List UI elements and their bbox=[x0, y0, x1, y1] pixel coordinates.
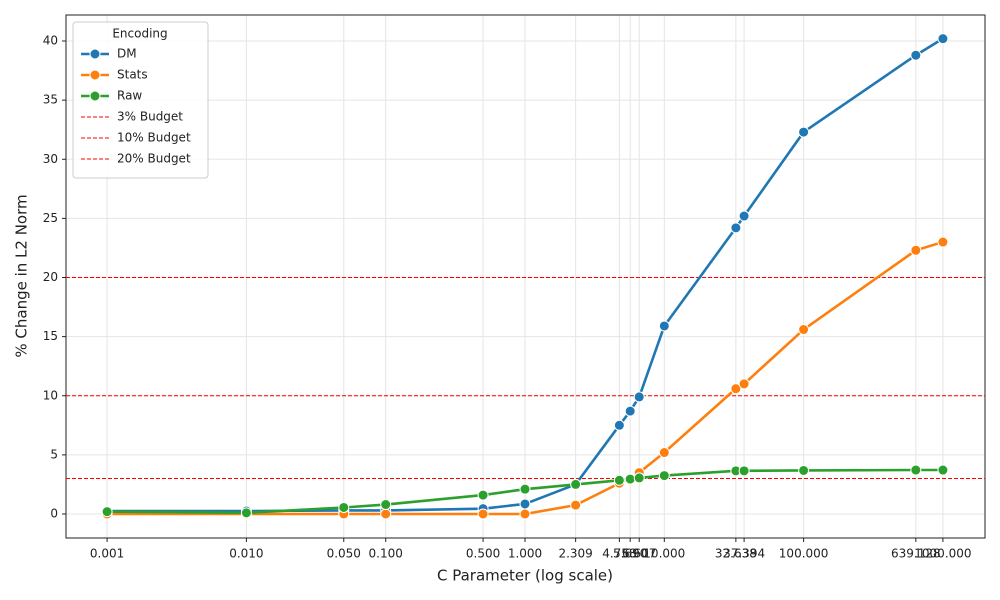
point bbox=[658, 470, 670, 482]
point bbox=[730, 222, 742, 234]
series-line bbox=[107, 37, 944, 513]
x-tick-label: 0.500 bbox=[466, 547, 500, 561]
point bbox=[519, 498, 531, 510]
x-tick-label: 0.100 bbox=[369, 547, 403, 561]
point bbox=[633, 391, 645, 403]
point bbox=[798, 324, 810, 336]
y-tick-label: 35 bbox=[43, 93, 58, 107]
y-tick-label: 10 bbox=[43, 388, 58, 402]
point bbox=[937, 236, 949, 248]
point bbox=[624, 473, 636, 485]
x-tick-label: 2.309 bbox=[558, 547, 592, 561]
point bbox=[477, 508, 489, 520]
point bbox=[730, 383, 742, 395]
x-tick-label: 0.001 bbox=[90, 547, 124, 561]
point bbox=[613, 474, 625, 486]
x-axis-title: C Parameter (log scale) bbox=[437, 567, 613, 585]
x-tick-label: 639.128 bbox=[891, 547, 941, 561]
point bbox=[240, 507, 252, 519]
point bbox=[937, 464, 949, 476]
point bbox=[658, 320, 670, 332]
x-tick-label: 0.010 bbox=[229, 547, 263, 561]
legend-label: 10% Budget bbox=[117, 131, 191, 145]
y-axis-title: % Change in L2 Norm bbox=[13, 194, 31, 357]
point bbox=[519, 483, 531, 495]
point bbox=[910, 244, 922, 256]
legend-marker bbox=[89, 90, 101, 102]
point bbox=[519, 508, 531, 520]
point bbox=[937, 33, 949, 45]
point bbox=[738, 465, 750, 477]
point bbox=[910, 49, 922, 61]
point bbox=[338, 501, 350, 513]
x-tick-label: 1.000 bbox=[508, 547, 542, 561]
x-tick-label: 0.050 bbox=[327, 547, 361, 561]
x-tick-label: 100.000 bbox=[779, 547, 829, 561]
legend-box bbox=[72, 21, 209, 179]
point bbox=[798, 464, 810, 476]
legend-marker bbox=[89, 48, 101, 60]
legend-title: Encoding bbox=[112, 27, 167, 41]
legend-marker bbox=[89, 69, 101, 81]
y-tick-label: 40 bbox=[43, 34, 58, 48]
legend-label: 20% Budget bbox=[117, 152, 191, 166]
point bbox=[570, 499, 582, 511]
y-tick-label: 5 bbox=[50, 447, 58, 461]
y-tick-label: 20 bbox=[43, 270, 58, 284]
point bbox=[380, 508, 392, 520]
legend-label: 3% Budget bbox=[117, 110, 183, 124]
point bbox=[380, 499, 392, 511]
x-tick-label: 37.394 bbox=[723, 547, 765, 561]
point bbox=[738, 210, 750, 222]
x-tick-label: 4.758 bbox=[602, 547, 636, 561]
x-tick-label: 10.000 bbox=[643, 547, 685, 561]
point bbox=[910, 464, 922, 476]
plot-frame bbox=[65, 14, 986, 539]
y-tick-label: 0 bbox=[50, 506, 58, 520]
y-tick-label: 25 bbox=[43, 211, 58, 225]
point bbox=[477, 489, 489, 501]
point bbox=[738, 378, 750, 390]
point bbox=[798, 126, 810, 138]
x-tick-label: 5.690 bbox=[613, 547, 647, 561]
x-tick-label: 6.607 bbox=[622, 547, 656, 561]
x-tick-label: 32.638 bbox=[715, 547, 757, 561]
point bbox=[570, 478, 582, 490]
point bbox=[613, 419, 625, 431]
x-tick-label: 1000.000 bbox=[914, 547, 971, 561]
point bbox=[658, 447, 670, 459]
y-tick-label: 30 bbox=[43, 152, 58, 166]
y-tick-label: 15 bbox=[43, 329, 58, 343]
legend-label: Raw bbox=[117, 89, 142, 103]
point bbox=[101, 506, 113, 518]
point bbox=[624, 405, 636, 417]
legend-label: Stats bbox=[117, 68, 148, 82]
legend-label: DM bbox=[117, 47, 137, 61]
point bbox=[633, 472, 645, 484]
